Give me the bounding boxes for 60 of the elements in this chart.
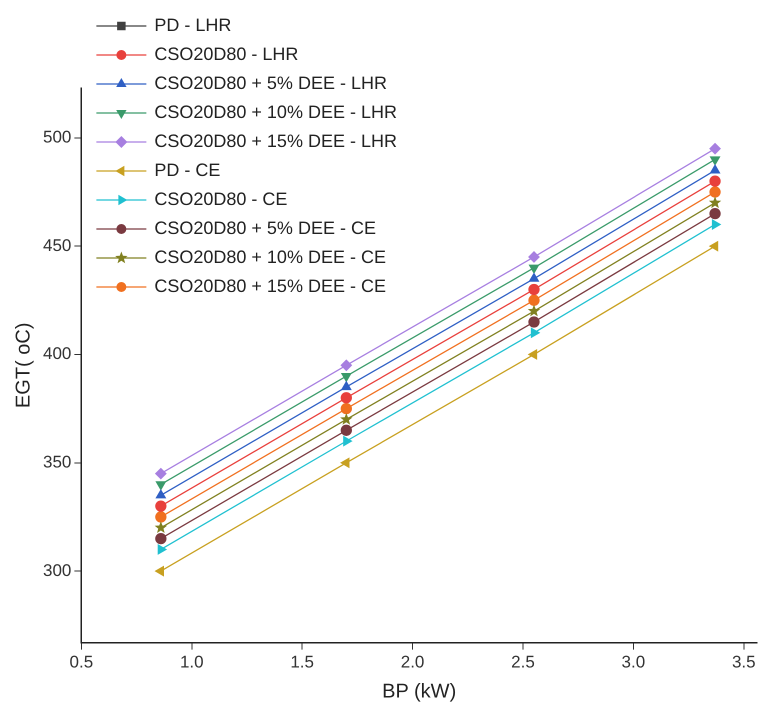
- legend-label: CSO20D80 + 15% DEE - CE: [154, 276, 386, 296]
- legend-label: PD - CE: [154, 160, 220, 180]
- x-axis-title: BP (kW): [382, 680, 456, 703]
- x-tick-label: 3.0: [622, 652, 646, 672]
- legend-label: CSO20D80 - CE: [154, 188, 288, 209]
- point: [709, 186, 721, 198]
- point: [340, 360, 352, 371]
- point: [529, 264, 539, 274]
- legend-label: CSO20D80 + 15% DEE - LHR: [154, 130, 397, 151]
- y-tick-label: 350: [42, 452, 72, 472]
- point: [529, 272, 539, 282]
- point: [158, 544, 166, 554]
- point: [341, 372, 352, 382]
- point: [340, 392, 352, 404]
- y-tick-label: 450: [42, 236, 72, 255]
- point: [528, 349, 538, 360]
- point: [154, 521, 168, 534]
- y-tick-label: 400: [42, 344, 72, 364]
- x-tick-label: 0.5: [70, 652, 94, 672]
- point: [340, 402, 352, 414]
- point: [343, 436, 352, 446]
- point: [712, 220, 721, 230]
- point: [155, 500, 166, 512]
- legend-label: CSO20D80 + 5% DEE - LHR: [154, 72, 387, 93]
- legend-label: CSO20D80 + 10% DEE - CE: [154, 246, 386, 267]
- legend-label: CSO20D80 + 5% DEE - CE: [154, 218, 376, 238]
- point: [156, 490, 166, 498]
- x-tick-label: 1.5: [290, 652, 314, 672]
- y-axis-title: EGT( oC): [12, 322, 35, 408]
- point: [528, 316, 540, 328]
- point: [709, 176, 721, 187]
- point: [340, 412, 352, 425]
- x-tick-label: 2.0: [400, 652, 424, 672]
- point: [708, 196, 722, 208]
- point: [155, 511, 166, 523]
- point: [341, 381, 352, 390]
- point: [156, 481, 166, 490]
- y-tick-label: 300: [42, 560, 72, 580]
- point: [530, 328, 540, 338]
- legend-label: PD - LHR: [154, 14, 232, 35]
- x-tick-label: 2.5: [511, 652, 535, 672]
- point: [528, 294, 540, 306]
- x-tick-label: 1.0: [180, 652, 204, 672]
- point: [710, 164, 720, 174]
- point: [528, 251, 540, 263]
- x-tick-label: 3.5: [732, 652, 756, 672]
- point: [155, 566, 164, 576]
- legend-label: CSO20D80 - LHR: [154, 44, 298, 64]
- point: [709, 241, 718, 252]
- point: [340, 458, 350, 468]
- point: [155, 532, 166, 544]
- legend-label: CSO20D80 + 10% DEE - LHR: [154, 102, 397, 122]
- point: [155, 468, 166, 480]
- y-tick-label: 500: [42, 128, 72, 147]
- point: [709, 208, 721, 220]
- point: [340, 424, 352, 436]
- point: [528, 284, 540, 296]
- point: [528, 304, 540, 316]
- point: [709, 143, 721, 154]
- point: [710, 156, 720, 166]
